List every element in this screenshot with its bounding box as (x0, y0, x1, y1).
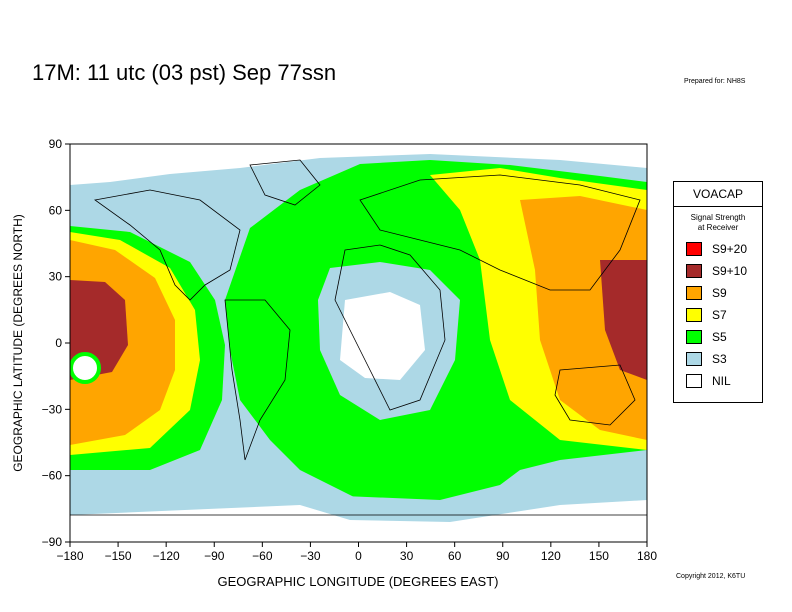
legend-item: S9+10 (686, 262, 747, 278)
legend-label: S7 (712, 307, 727, 322)
legend-swatch (686, 329, 702, 344)
y-ticks: 90 60 30 0 −30 −60 −90 (42, 137, 70, 549)
legend-title: VOACAP (674, 182, 762, 207)
legend-item: S5 (686, 328, 727, 344)
legend-item: S3 (686, 350, 727, 366)
legend-label: NIL (712, 373, 731, 388)
x-ticks: −180 −150 −120 −90 −60 −30 0 30 60 90 120 150 180 (56, 542, 657, 563)
legend-label: S9 (712, 285, 727, 300)
legend-item: S9+20 (686, 240, 747, 256)
legend-label: S5 (712, 329, 727, 344)
x-tick-label: −150 (105, 549, 132, 563)
y-axis-label: GEOGRAPHIC LATITUDE (DEGREES NORTH) (11, 214, 25, 472)
x-axis-label: GEOGRAPHIC LONGITUDE (DEGREES EAST) (218, 574, 499, 589)
legend-item: S7 (686, 306, 727, 322)
y-tick-label: 60 (49, 203, 63, 217)
copyright-note: Copyright 2012, K6TU (676, 573, 746, 580)
legend-subtitle-line1: Signal Strength (690, 213, 746, 222)
legend-label: S9+20 (712, 241, 748, 256)
legend-subtitle-line2: at Receiver (697, 223, 739, 232)
x-tick-label: 90 (496, 549, 510, 563)
x-tick-label: −120 (153, 549, 180, 563)
legend-item: S9 (686, 284, 727, 300)
legend-swatch (686, 307, 702, 322)
x-tick-label: 150 (589, 549, 609, 563)
coastlines (70, 159, 647, 516)
legend-swatch (686, 373, 702, 388)
y-tick-label: −60 (42, 469, 63, 483)
legend-label: S9+10 (712, 263, 748, 278)
legend-subtitle: Signal Strength at Receiver (674, 213, 762, 233)
map-title: 17M: 11 utc (03 pst) Sep 77ssn (32, 60, 337, 85)
signal-contours (70, 154, 647, 542)
y-tick-label: 90 (49, 137, 63, 151)
legend-label: S3 (712, 351, 727, 366)
y-tick-label: 0 (55, 336, 62, 350)
x-tick-label: 30 (400, 549, 414, 563)
legend-swatch (686, 351, 702, 366)
x-tick-label: 60 (448, 549, 462, 563)
x-tick-label: −180 (56, 549, 83, 563)
x-tick-label: 180 (637, 549, 657, 563)
legend-swatch (686, 241, 702, 256)
legend-item: NIL (686, 372, 731, 388)
y-tick-label: 30 (49, 270, 63, 284)
x-tick-label: 120 (541, 549, 561, 563)
x-tick-label: −30 (300, 549, 321, 563)
x-tick-label: 0 (355, 549, 362, 563)
legend: VOACAP Signal Strength at Receiver S9+20… (673, 181, 763, 403)
x-tick-label: −60 (252, 549, 273, 563)
y-tick-label: −30 (42, 402, 63, 416)
legend-swatch (686, 263, 702, 278)
legend-swatch (686, 285, 702, 300)
x-tick-label: −90 (204, 549, 225, 563)
y-tick-label: −90 (42, 535, 63, 549)
prepared-for-note: Prepared for: NH8S (684, 78, 746, 85)
